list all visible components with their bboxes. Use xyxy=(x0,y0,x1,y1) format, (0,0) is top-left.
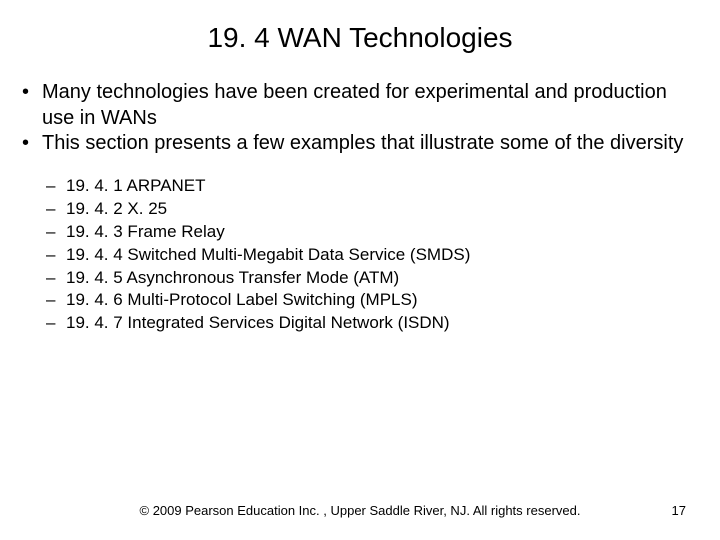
sub-item: 19. 4. 5 Asynchronous Transfer Mode (ATM… xyxy=(42,267,696,290)
sub-item: 19. 4. 4 Switched Multi-Megabit Data Ser… xyxy=(42,244,696,267)
page-number: 17 xyxy=(672,503,686,518)
sub-item: 19. 4. 2 X. 25 xyxy=(42,198,696,221)
sub-item: 19. 4. 1 ARPANET xyxy=(42,175,696,198)
sub-item: 19. 4. 6 Multi-Protocol Label Switching … xyxy=(42,289,696,312)
slide-content: Many technologies have been created for … xyxy=(0,80,720,335)
sub-item: 19. 4. 7 Integrated Services Digital Net… xyxy=(42,312,696,335)
slide: 19. 4 WAN Technologies Many technologies… xyxy=(0,0,720,540)
bullet-item: Many technologies have been created for … xyxy=(18,80,696,131)
sub-item: 19. 4. 3 Frame Relay xyxy=(42,221,696,244)
slide-footer: © 2009 Pearson Education Inc. , Upper Sa… xyxy=(0,503,720,518)
sub-list: 19. 4. 1 ARPANET 19. 4. 2 X. 25 19. 4. 3… xyxy=(42,175,696,336)
bullet-list: Many technologies have been created for … xyxy=(18,80,696,157)
slide-title: 19. 4 WAN Technologies xyxy=(0,0,720,80)
bullet-item: This section presents a few examples tha… xyxy=(18,131,696,157)
copyright-text: © 2009 Pearson Education Inc. , Upper Sa… xyxy=(0,503,720,518)
